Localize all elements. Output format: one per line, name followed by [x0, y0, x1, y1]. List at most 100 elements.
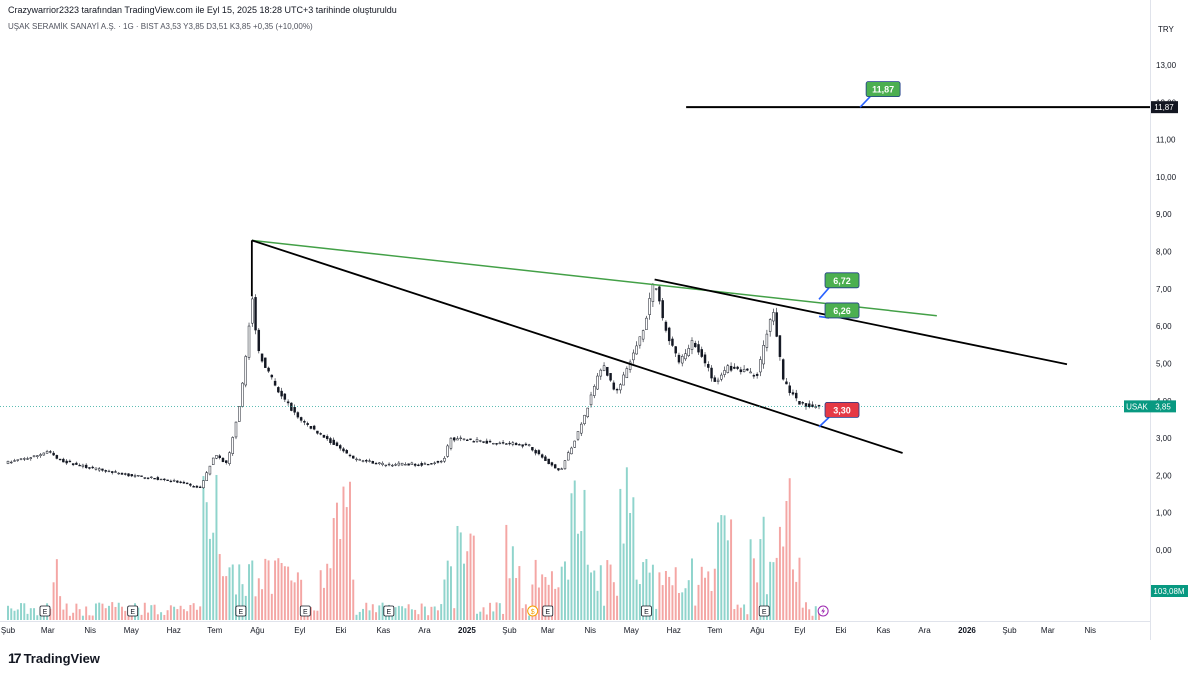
candle-body [16, 459, 19, 461]
candle-body [228, 452, 231, 464]
chart-credit: Crazywarrior2323 tarafından TradingView.… [8, 5, 397, 15]
volume-bar [476, 613, 478, 620]
volume-bar [443, 579, 446, 620]
candle-body [267, 367, 270, 372]
volume-bar [550, 571, 553, 620]
volume-bar [147, 612, 150, 620]
volume-bar [658, 572, 661, 620]
volume-bar [166, 610, 169, 620]
candle-body [576, 431, 580, 440]
time-axis-tick-label: Haz [667, 626, 681, 635]
volume-bar [410, 609, 413, 620]
candle-body [456, 438, 459, 441]
candle-body [804, 403, 808, 407]
volume-bar [730, 519, 733, 620]
volume-bar [404, 608, 407, 620]
candle-body [612, 382, 616, 390]
candle-body [264, 357, 267, 368]
candle-body [671, 338, 674, 346]
volume-bar [277, 558, 280, 620]
volume-bar [642, 562, 645, 620]
candle-body [394, 464, 397, 466]
candle-body [648, 298, 651, 315]
volume-bar [55, 559, 58, 620]
volume-bar [554, 588, 557, 620]
candle-body [775, 312, 778, 337]
earnings-marker-icon [127, 605, 139, 617]
candle-body [150, 476, 153, 479]
volume-bar [537, 587, 540, 620]
volume-bar [10, 608, 13, 620]
volume-bar [264, 558, 267, 620]
candle-body [606, 366, 609, 376]
volume-bar [749, 539, 752, 620]
candle-body [254, 297, 257, 331]
time-axis-tick-label: Eyl [294, 626, 305, 635]
candle-body [433, 462, 436, 464]
volume-bar [531, 584, 534, 620]
candle-body [814, 406, 817, 408]
candle-body [404, 464, 407, 466]
volume-bar [456, 525, 459, 620]
earnings-marker-icon [542, 605, 554, 617]
volume-bar [391, 614, 394, 620]
volume-bar [785, 500, 788, 620]
candle-body [661, 300, 664, 319]
price-tag-pointer [859, 96, 871, 108]
candle-body [537, 450, 541, 455]
earnings-marker-letter: E [43, 609, 48, 616]
time-axis-tick-label: Mar [41, 626, 55, 635]
candle-body [270, 374, 274, 378]
volume-bar [68, 615, 71, 620]
candle-body [534, 450, 537, 454]
time-axis-tick-label: 2026 [958, 626, 976, 635]
tradingview-logo[interactable]: 17 TradingView [8, 650, 100, 666]
volume-bar [498, 603, 501, 620]
time-axis-tick-label: Ara [418, 626, 431, 635]
candle-body [733, 366, 736, 369]
candle-body [658, 286, 661, 302]
candle-body [75, 462, 78, 465]
candle-body [778, 335, 782, 357]
volume-bar [143, 602, 146, 620]
volume-bar [270, 593, 273, 620]
event-markers-layer: E E E E E E E E $ [39, 605, 829, 617]
candle-body [791, 392, 795, 395]
volume-bar [199, 606, 202, 620]
candle-body [501, 442, 505, 444]
time-axis-tick-label: May [624, 626, 639, 635]
time-axis-tick-label: Haz [167, 626, 181, 635]
candle-body [355, 458, 358, 461]
volume-bar [717, 522, 720, 620]
volume-bar [33, 608, 36, 620]
candle-body [107, 470, 111, 473]
candle-body [182, 481, 186, 484]
time-axis-tick-label: Mar [1041, 626, 1055, 635]
candle-body [410, 462, 414, 465]
volume-bar [508, 578, 511, 620]
volume-bar [609, 564, 612, 620]
earnings-marker-icon [39, 605, 51, 617]
candle-body [570, 447, 573, 455]
volume-bar [241, 584, 244, 620]
candle-body [677, 354, 681, 363]
candle-body [439, 460, 443, 463]
currency-label[interactable]: TRY [1158, 25, 1174, 34]
volume-bar [375, 612, 378, 620]
candle-body [485, 440, 489, 444]
candle-body [446, 445, 449, 457]
candle-body [10, 461, 13, 464]
candle-body [124, 473, 127, 475]
candle-body [466, 439, 469, 441]
candle-body [146, 477, 150, 479]
candle-body [697, 344, 700, 353]
candle-body [91, 466, 94, 469]
candle-body [221, 457, 225, 462]
volume-bar [287, 566, 290, 620]
candle-body [251, 298, 254, 324]
volume-bar [205, 502, 208, 620]
volume-bar [283, 566, 286, 620]
volume-bar [502, 613, 505, 620]
volume-bar [319, 570, 322, 620]
